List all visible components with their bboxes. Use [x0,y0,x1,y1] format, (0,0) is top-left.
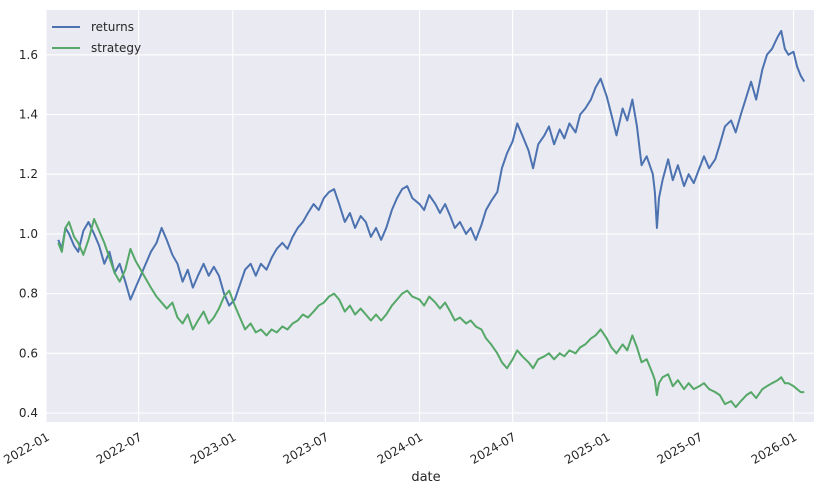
legend: returns strategy [52,20,141,55]
plot-background [46,10,814,422]
y-tick-labels: 0.4 0.6 0.8 1.0 1.2 1.4 1.6 [19,48,38,420]
y-tick-label: 0.4 [19,406,38,420]
series-line-returns [57,29,806,307]
x-tick-label: 2024-01 [375,430,425,467]
y-tick-label: 1.6 [19,48,38,62]
y-tick-label: 1.0 [19,227,38,241]
grid-lines [45,10,814,422]
legend-label-returns: returns [91,20,134,34]
x-axis-label: date [411,470,440,485]
y-tick-label: 1.4 [19,107,38,121]
x-tick-label: 2025-07 [655,430,705,467]
x-tick-label: 2025-01 [562,430,612,467]
y-tick-label: 0.8 [19,287,38,301]
x-tick-label: 2026-01 [749,430,799,467]
x-tick-label: 2023-07 [281,430,331,467]
y-tick-label: 1.2 [19,167,38,181]
x-tick-label: 2022-07 [94,430,144,467]
series-lines [57,29,806,409]
x-tick-label: 2024-07 [468,430,518,467]
y-tick-label: 0.6 [19,346,38,360]
series-line-strategy [57,217,805,409]
x-tick-label: 2022-01 [1,430,51,467]
legend-label-strategy: strategy [91,41,141,55]
x-tick-label: 2023-01 [188,430,238,467]
x-tick-labels: 2022-01 2022-07 2023-01 2023-07 2024-01 2024-… [1,430,799,467]
